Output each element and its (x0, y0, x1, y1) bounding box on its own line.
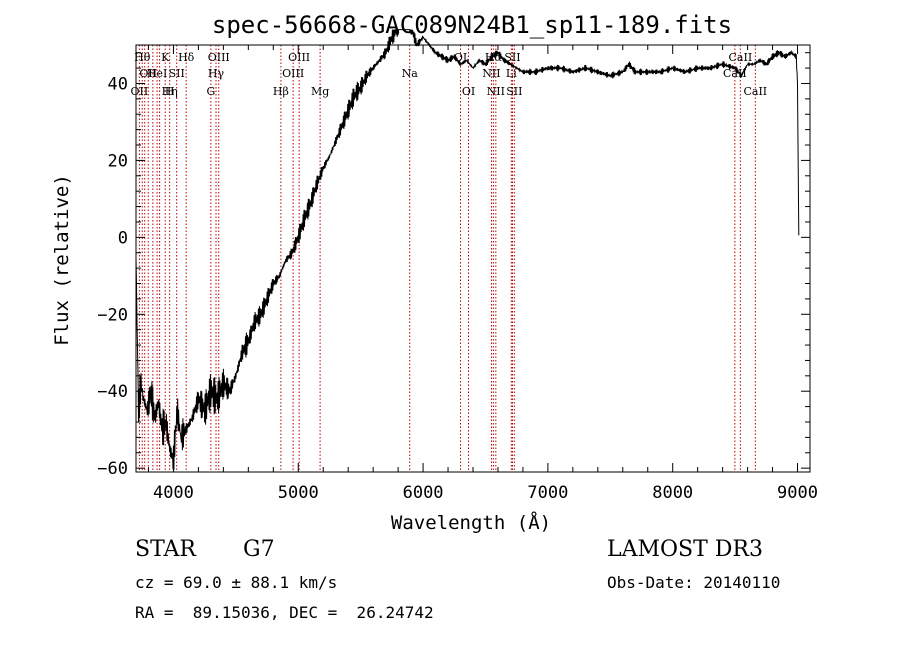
spectral-line-label: OI (462, 85, 475, 98)
y-tick-label: −20 (97, 305, 128, 325)
spectral-line-labels: OIIHθOIIHeIKHηHSIIHδGHγOIIIHβOIIIOIIIMgN… (131, 51, 768, 98)
spectral-line-label: G (206, 85, 215, 98)
plot-frame (135, 44, 811, 473)
flux-series (135, 28, 800, 471)
spectral-line-label: SII (169, 67, 185, 80)
spectral-line-label: OIII (208, 51, 230, 64)
y-tick-label: 20 (108, 151, 128, 171)
spectral-line-label: Hβ (273, 85, 289, 98)
redshift-cz: cz = 69.0 ± 88.1 km/s (135, 573, 338, 592)
spectral-line-label: Hθ (134, 51, 151, 64)
spectral-line-label: NII (482, 67, 500, 80)
spectral-line-label: Hδ (178, 51, 195, 64)
x-tick-label: 6000 (403, 483, 444, 503)
spectral-line-label: CaII (729, 51, 753, 64)
spectral-line-label: NII (487, 85, 505, 98)
x-tick-label: 5000 (278, 483, 319, 503)
spectral-line-label: OIII (282, 67, 304, 80)
spectral-line-label: Li (506, 67, 517, 80)
subclass: G7 (243, 537, 275, 562)
object-class: STAR (135, 537, 196, 562)
y-axis-ticks: −60 −40 −20 0 20 40 (97, 52, 810, 479)
y-tick-label: 0 (118, 228, 128, 248)
y-tick-label: 40 (108, 74, 128, 94)
chart-title: spec-56668-GAC089N24B1_sp11-189.fits (212, 11, 732, 39)
survey-label: LAMOST DR3 (607, 537, 763, 562)
x-axis-ticks: 4000 5000 6000 7000 8000 9000 (147, 45, 818, 503)
x-tick-label: 4000 (153, 483, 194, 503)
spectral-line-label: Mg (311, 85, 329, 98)
spectral-line-label: CaII (743, 85, 767, 98)
spectral-line-label: Hη (162, 85, 178, 98)
spectral-line-label: K (161, 51, 170, 64)
spectral-line-label: OIII (288, 51, 310, 64)
x-tick-label: 7000 (527, 483, 568, 503)
spectral-line-label: H (165, 85, 175, 98)
spectral-line-label: OII (131, 85, 149, 98)
spectral-line-label: OII (139, 67, 157, 80)
spectral-line-label: Na (402, 67, 419, 80)
spectral-line-label: SII (506, 85, 522, 98)
x-tick-label: 9000 (777, 483, 818, 503)
ra-dec: RA = 89.15036, DEC = 26.24742 (135, 603, 434, 622)
spectral-line-label: Hγ (208, 67, 225, 80)
x-tick-label: 8000 (652, 483, 693, 503)
obs-date: Obs-Date: 20140110 (607, 573, 781, 592)
y-tick-label: −60 (97, 459, 128, 479)
spectral-line-label: HeI (147, 67, 167, 80)
x-axis-label: Wavelength (Å) (391, 511, 551, 534)
flux-line (135, 28, 800, 471)
y-tick-label: −40 (97, 382, 128, 402)
y-axis-label: Flux (relative) (51, 174, 73, 346)
spectral-line-markers (138, 45, 756, 472)
spectral-line-label: SII (504, 51, 520, 64)
